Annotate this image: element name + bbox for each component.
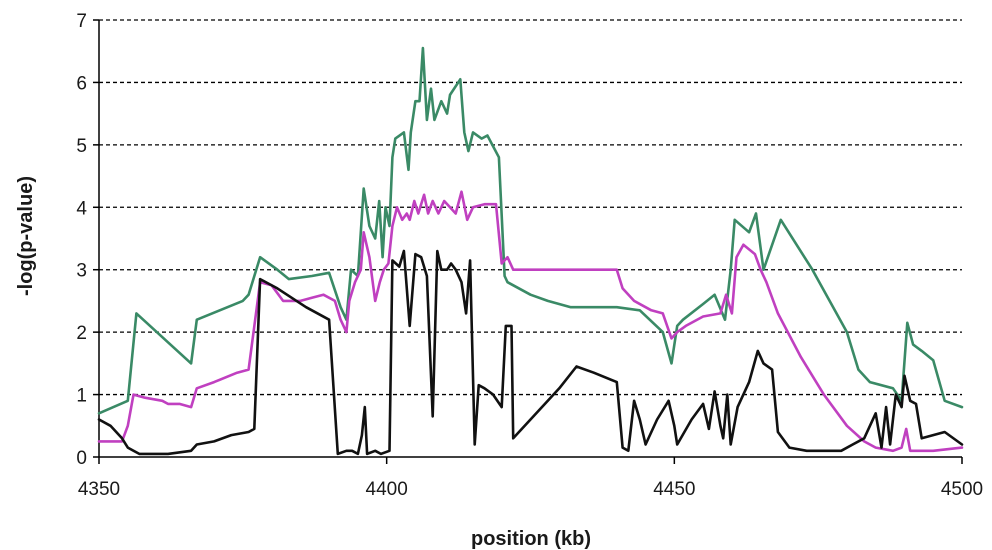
- series-line-1: [97, 46, 964, 415]
- y-tick-label-7: 7: [76, 11, 87, 32]
- x-tick-label-4500: 4500: [941, 479, 983, 500]
- x-axis-label: position (kb): [471, 528, 591, 550]
- x-tick-label-4450: 4450: [653, 479, 695, 500]
- y-tick-label-4: 4: [76, 198, 87, 219]
- x-tick-label-4400: 4400: [366, 479, 408, 500]
- series-line-3: [97, 249, 964, 456]
- x-tick-label-4350: 4350: [78, 479, 120, 500]
- y-tick-label-5: 5: [76, 136, 87, 157]
- series-lines: [97, 46, 964, 456]
- y-axis-label: -log(p-value): [15, 176, 37, 296]
- y-tick-label-1: 1: [76, 386, 87, 407]
- y-tick-label-2: 2: [76, 323, 87, 344]
- axes: [93, 19, 963, 464]
- y-tick-label-6: 6: [76, 73, 87, 94]
- y-tick-label-3: 3: [76, 261, 87, 282]
- series-line-2: [97, 190, 964, 453]
- gridlines: [99, 19, 962, 396]
- y-tick-label-0: 0: [76, 448, 87, 469]
- tick-labels: 0 1 2 3 4 5 6 7 4350 4400 4450 4500: [76, 11, 983, 500]
